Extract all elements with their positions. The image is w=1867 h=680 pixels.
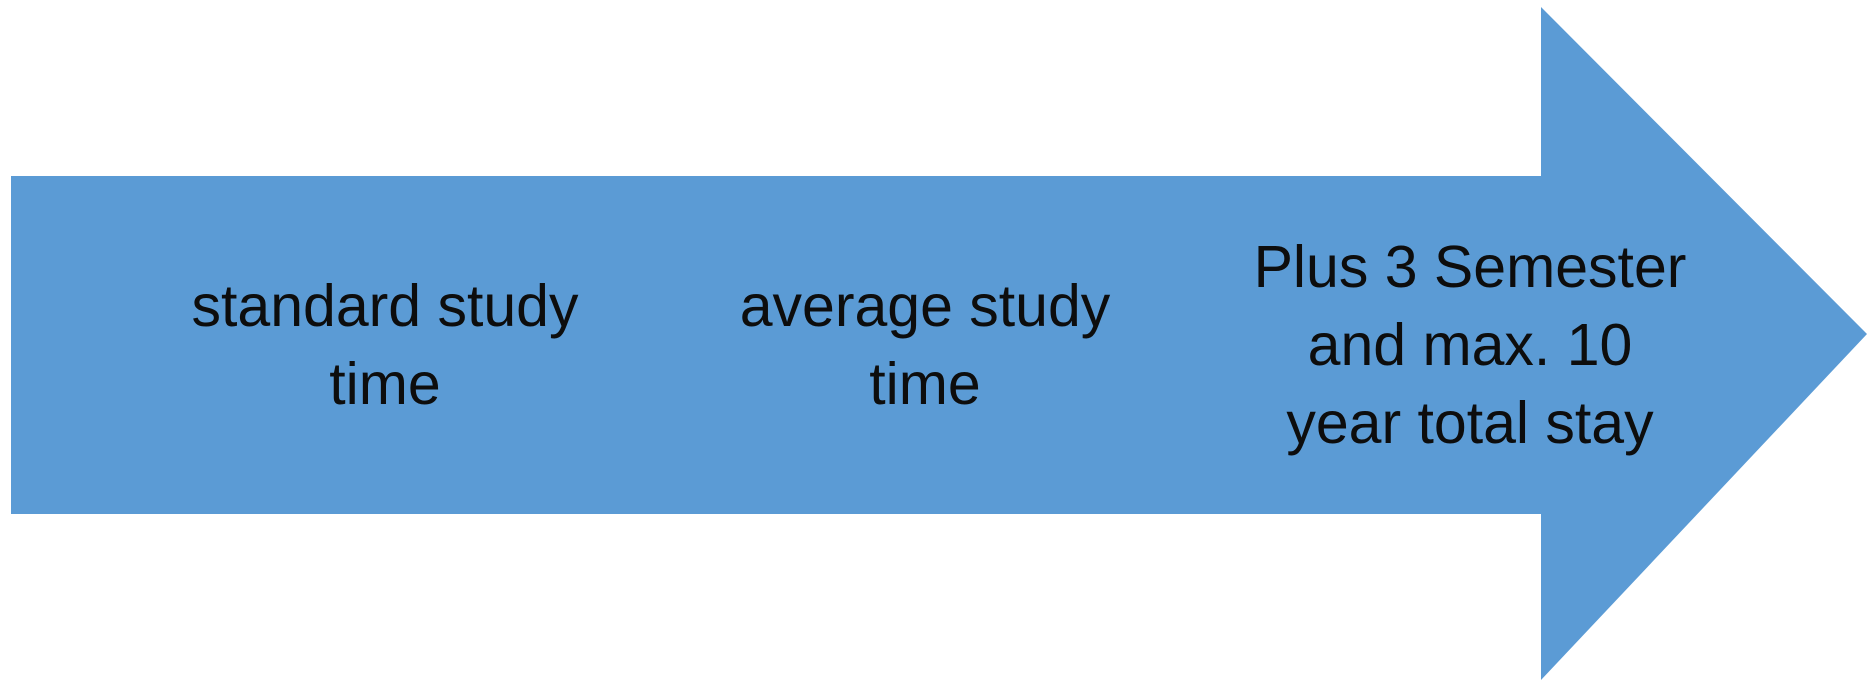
step-label-standard-study-time: standard study time bbox=[191, 273, 579, 417]
blue-arrow bbox=[11, 7, 1867, 680]
step-label-plus-3-semester: Plus 3 Semester and max. 10 year total s… bbox=[1253, 234, 1687, 456]
step-label-average-study-time: average study time bbox=[739, 273, 1111, 417]
